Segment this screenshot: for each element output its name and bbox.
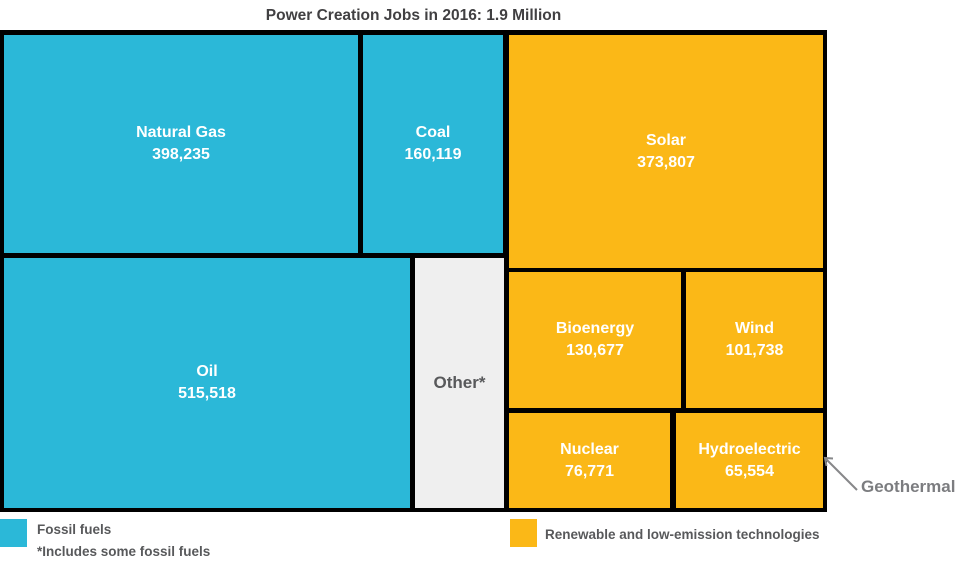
chart-title: Power Creation Jobs in 2016: 1.9 Million <box>265 7 562 24</box>
block-value: 76,771 <box>565 462 614 480</box>
block-label: Oil <box>196 363 218 380</box>
block-value: 373,807 <box>637 153 695 171</box>
treemap-block-natural-gas: Natural Gas 398,235 <box>4 35 358 253</box>
treemap-block-other: Other* <box>415 258 504 508</box>
block-value: 130,677 <box>566 342 624 359</box>
block-value: 398,235 <box>152 146 210 163</box>
treemap-block-solar: Solar 373,807 <box>509 35 823 268</box>
block-label: Bioenergy <box>555 320 635 337</box>
block-label: Hydroelectric <box>698 440 801 458</box>
block-label: Wind <box>735 320 774 337</box>
block-value: 101,738 <box>725 342 784 359</box>
block-label: Nuclear <box>560 440 619 458</box>
legend-label-renewables: Renewable and low-emission technologies <box>545 527 820 542</box>
block-value: 515,518 <box>178 385 236 402</box>
block-label: Solar <box>645 131 686 149</box>
legend-footnote: *Includes some fossil fuels <box>37 544 211 559</box>
block-value: 160,119 <box>404 146 462 163</box>
treemap-block-nuclear: Nuclear 76,771 <box>509 413 670 508</box>
geothermal-arrow-icon <box>823 456 858 491</box>
block-label: Natural Gas <box>136 124 226 141</box>
geothermal-callout-label: Geothermal <box>861 477 956 496</box>
treemap-block-hydroelectric: Hydroelectric 65,554 <box>676 413 823 508</box>
treemap-block-wind: Wind 101,738 <box>686 272 823 408</box>
legend-swatch-fossil-fuels <box>0 519 27 547</box>
treemap-block-coal: Coal 160,119 <box>363 35 503 253</box>
treemap-block-bioenergy: Bioenergy 130,677 <box>509 272 681 408</box>
block-label: Coal <box>415 124 451 141</box>
legend-swatch-renewables <box>510 519 537 547</box>
legend-label-fossil-fuels: Fossil fuels <box>37 522 112 537</box>
block-value: 65,554 <box>725 462 774 480</box>
block-label: Other* <box>433 373 486 392</box>
treemap-block-oil: Oil 515,518 <box>4 258 410 508</box>
treemap: Natural Gas 398,235 Coal 160,119 Oil 515… <box>0 30 827 512</box>
